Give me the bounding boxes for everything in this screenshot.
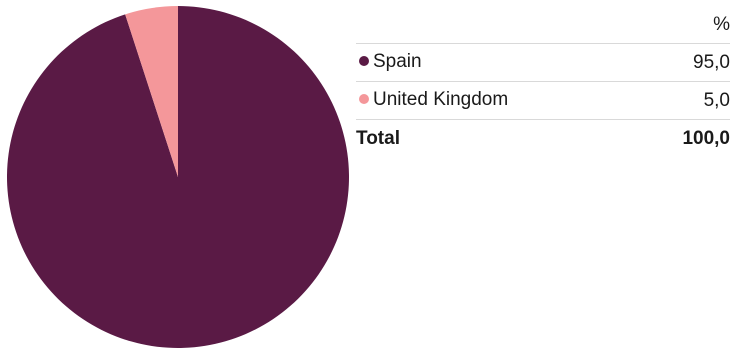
legend-row: Spain 95,0: [356, 43, 730, 82]
pie-chart: [0, 0, 360, 356]
legend-table: % Spain 95,0 United Kingdom 5,0 Total 10…: [356, 6, 730, 157]
legend-label: United Kingdom: [373, 89, 509, 111]
legend-row: United Kingdom 5,0: [356, 81, 730, 120]
total-label: Total: [356, 119, 641, 157]
pie-slice-spain: [6, 6, 350, 348]
total-value: 100,0: [640, 119, 730, 157]
unit-header: %: [713, 13, 730, 35]
legend-dot-spain: [359, 56, 369, 67]
pie-slice-united-kingdom: [125, 6, 178, 177]
total-row: Total 100,0: [356, 119, 730, 157]
pie-svg: [6, 6, 350, 348]
legend-dot-united-kingdom: [359, 94, 369, 105]
legend-header-row: %: [356, 6, 730, 44]
legend-label: Spain: [373, 51, 422, 73]
legend-value: 95,0: [640, 43, 730, 82]
legend-value: 5,0: [640, 81, 730, 120]
